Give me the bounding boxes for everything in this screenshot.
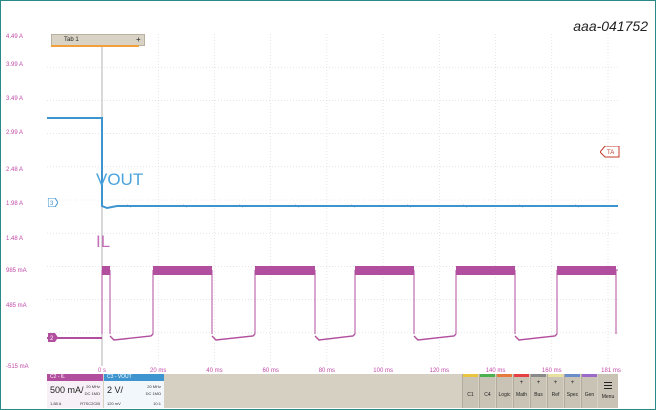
il-pulse-band — [456, 266, 515, 275]
x-tick-label: 0 s — [97, 368, 107, 374]
ch3-coupling: DC 1MΩ — [145, 391, 161, 396]
ref-button[interactable]: + Ref — [547, 374, 563, 408]
vout-ripple — [294, 204, 300, 208]
vout-ripple — [518, 204, 524, 208]
y-tick-label: 3.99 A — [6, 62, 24, 68]
il-trace-valley — [211, 333, 256, 341]
vout-ripple — [462, 204, 468, 208]
x-tick-label: 40 ms — [206, 368, 223, 374]
x-tick-label: 100 ms — [373, 368, 393, 374]
il-trace-valley — [109, 333, 154, 341]
channel-2-badge[interactable]: C2 - IL 500 mA/ 20 MHz DC 1MΩ 1.88 A RTS… — [47, 374, 103, 408]
menu-label: Menu — [601, 394, 615, 400]
y-tick-label: 4.49 A — [6, 34, 24, 40]
ch3-scale: 2 V/ — [107, 385, 124, 395]
il-pulse-band — [557, 266, 616, 275]
vout-ref-text: 3 — [50, 201, 54, 207]
vout-ripple — [350, 204, 356, 208]
y-tick-label: -515 mA — [6, 364, 29, 370]
vout-trace — [47, 117, 618, 210]
vout-ripple — [182, 204, 188, 208]
y-tick-label: 1.98 A — [6, 201, 24, 207]
y-tick-label: 2.99 A — [6, 130, 24, 136]
y-tick-label: 2.48 A — [6, 167, 24, 173]
ch3-offset: 120 mV — [107, 401, 121, 406]
ch2-coupling: DC 1MΩ — [84, 391, 100, 396]
math-button[interactable]: + Math — [513, 374, 529, 408]
vout-ripple — [574, 204, 580, 208]
gen-button[interactable]: Gen — [581, 374, 597, 408]
c1-button[interactable]: C1 — [462, 374, 478, 408]
x-tick-label: 80 ms — [318, 368, 336, 374]
il-pulse-band — [153, 266, 212, 275]
vout-ref-marker-icon[interactable]: 3 — [48, 198, 58, 207]
trigger-marker-icon[interactable]: TA — [600, 146, 620, 158]
x-tick-label: 160 ms — [541, 368, 562, 374]
vout-trace-label: VOUT — [96, 170, 144, 189]
ch3-ratio: 10:1 — [153, 401, 161, 406]
logic-button[interactable]: Logic — [496, 374, 512, 408]
il-pulse-band — [255, 266, 315, 275]
il-trace-valley — [314, 333, 356, 341]
ch3-name: C3 - VOUT — [107, 374, 132, 380]
waveform-canvas — [47, 34, 618, 366]
tab-1-label[interactable]: Tab 1 — [64, 37, 79, 43]
y-tick-label: 3.49 A — [6, 96, 24, 102]
y-tick-label: 1.48 A — [6, 236, 24, 242]
active-tab-indicator — [51, 45, 139, 47]
channel-buttons: C1 C4 Logic + Math + Bus + Ref + Spec Gen — [462, 374, 618, 408]
il-trace-valley — [514, 333, 558, 341]
figure-reference: aaa-041752 — [573, 18, 648, 34]
il-trace-label: IL — [96, 232, 111, 251]
menu-button[interactable]: Menu — [598, 374, 618, 408]
x-tick-label: 120 ms — [429, 368, 450, 374]
ch2-probe: RTSC2CIB — [80, 401, 100, 406]
ch3-bandwidth: 20 MHz — [147, 384, 161, 389]
add-tab-button[interactable]: + — [136, 35, 141, 44]
y-tick-label: 485 mA — [6, 303, 27, 309]
vout-ripple — [406, 204, 412, 208]
scope-plot-area[interactable] — [47, 34, 618, 366]
vout-ripple — [126, 204, 132, 208]
il-trace-valley — [413, 333, 457, 341]
il-pulse-band — [102, 266, 110, 275]
il-pulse-band — [355, 266, 414, 275]
x-tick-label: 20 ms — [150, 368, 167, 374]
x-tick-label: 140 ms — [485, 368, 506, 374]
bus-button[interactable]: + Bus — [530, 374, 546, 408]
c4-button[interactable]: C4 — [479, 374, 495, 408]
il-ref-text: 2 — [50, 336, 54, 342]
y-tick-label: 985 mA — [6, 268, 27, 274]
x-tick-label: 60 ms — [262, 368, 279, 374]
ch2-offset: 1.88 A — [50, 401, 62, 406]
ch2-name: C2 - IL — [50, 374, 66, 380]
vout-ripple — [238, 204, 244, 208]
ch2-scale: 500 mA/ — [50, 385, 84, 395]
channel-3-badge[interactable]: C3 - VOUT 2 V/ 20 MHz DC 1MΩ 120 mV 10:1 — [104, 374, 164, 408]
trigger-marker-text: TA — [607, 150, 614, 156]
spec-button[interactable]: + Spec — [564, 374, 580, 408]
ch2-bandwidth: 20 MHz — [86, 384, 100, 389]
il-ref-marker-icon[interactable]: 2 — [48, 333, 58, 342]
x-tick-label: 181 ms — [601, 368, 621, 374]
